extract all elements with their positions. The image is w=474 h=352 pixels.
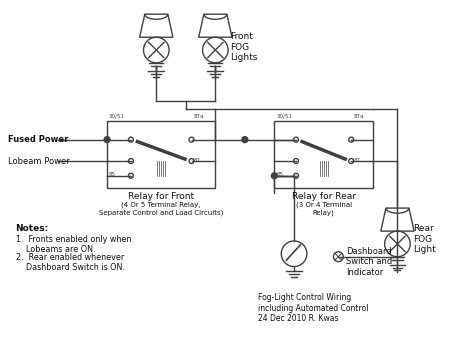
Circle shape (189, 137, 194, 142)
Text: 30/51: 30/51 (276, 114, 292, 119)
Text: 87a: 87a (193, 114, 204, 119)
Text: 87: 87 (193, 158, 201, 163)
Bar (107, 121, 215, 188)
Text: Rear
FOG
Light: Rear FOG Light (413, 224, 436, 254)
Text: 87a: 87a (353, 114, 364, 119)
Circle shape (189, 159, 194, 163)
Text: 1.  Fronts enabled only when
    Lobeams are ON.: 1. Fronts enabled only when Lobeams are … (16, 235, 131, 254)
Text: 85: 85 (276, 172, 283, 177)
Text: 30/51: 30/51 (109, 114, 125, 119)
Circle shape (128, 137, 133, 142)
Circle shape (349, 159, 354, 163)
Text: Dashboard
Switch and
Indicator: Dashboard Switch and Indicator (346, 247, 392, 277)
Text: 85: 85 (109, 172, 116, 177)
Text: Notes:: Notes: (16, 224, 49, 233)
Text: Front
FOG
Lights: Front FOG Lights (230, 32, 257, 62)
Circle shape (104, 137, 110, 143)
Bar (274, 121, 373, 188)
Text: Lobeam Power: Lobeam Power (8, 157, 69, 165)
Text: Relay for Rear: Relay for Rear (292, 192, 356, 201)
Text: 2.  Rear enabled whenever
    Dashboard Switch is ON.: 2. Rear enabled whenever Dashboard Switc… (16, 253, 125, 272)
Circle shape (349, 137, 354, 142)
Text: (3 Or 4 Terminal
Relay): (3 Or 4 Terminal Relay) (296, 202, 352, 215)
Circle shape (293, 159, 299, 163)
Circle shape (128, 173, 133, 178)
Circle shape (128, 159, 133, 163)
Text: (4 Or 5 Terminal Relay,
Separate Control and Load Circuits): (4 Or 5 Terminal Relay, Separate Control… (99, 202, 223, 215)
Circle shape (242, 137, 248, 143)
Text: Fog-Light Control Wiring
including Automated Control
24 Dec 2010 R. Kwas: Fog-Light Control Wiring including Autom… (258, 293, 368, 323)
Circle shape (293, 173, 299, 178)
Text: 87: 87 (353, 158, 360, 163)
Circle shape (272, 173, 277, 179)
Circle shape (293, 137, 299, 142)
Text: Relay for Front: Relay for Front (128, 192, 194, 201)
Text: Fused Power: Fused Power (8, 135, 68, 144)
